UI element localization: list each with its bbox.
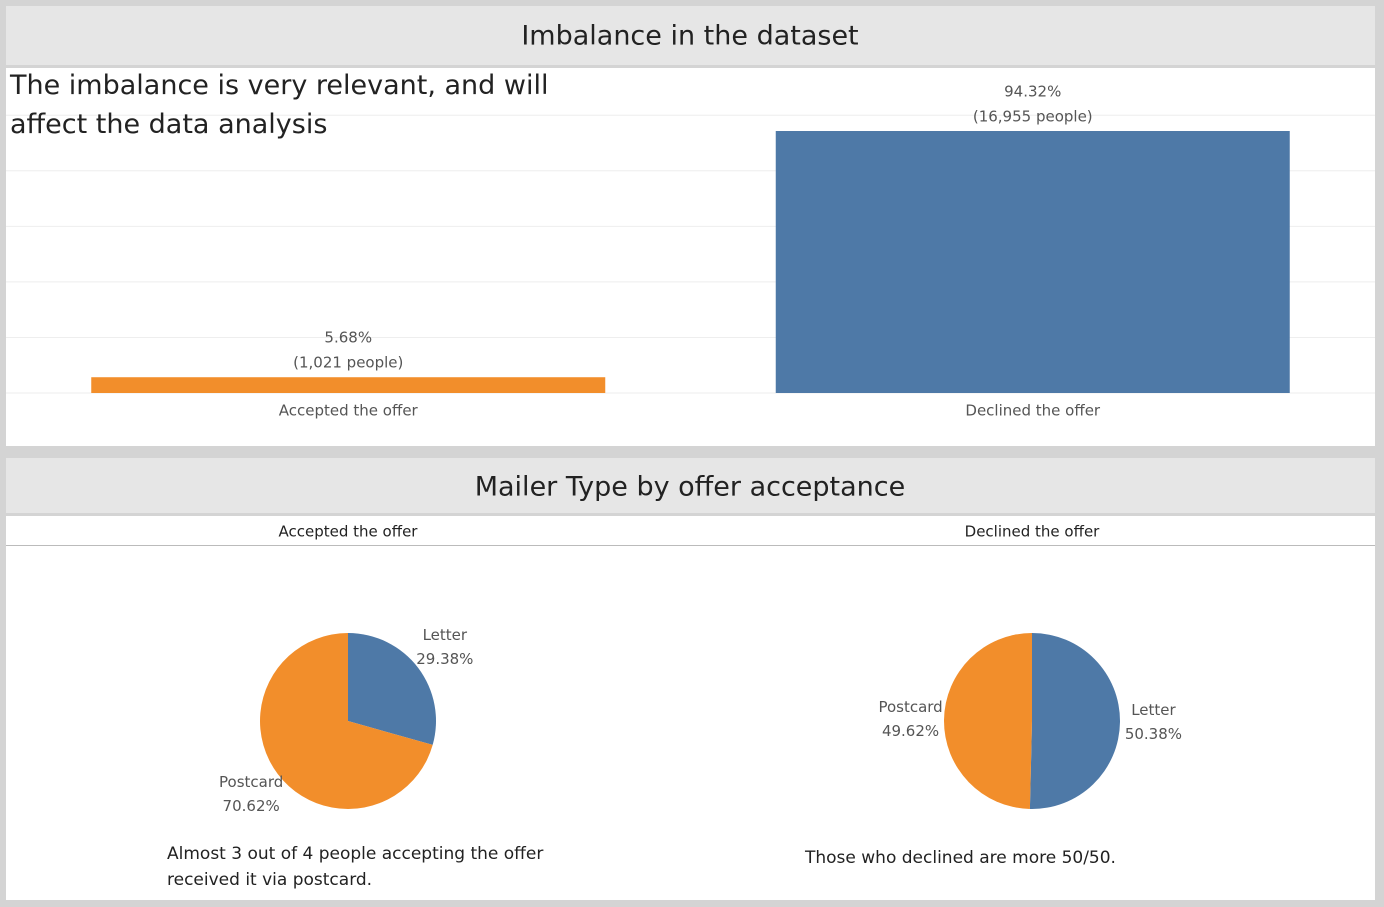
slice-value: 50.38% [1125,725,1182,743]
x-tick-label: Declined the offer [965,402,1101,420]
value-label: 5.68% [324,329,372,347]
slice-value: 29.38% [416,650,473,668]
pie-slice [1029,633,1121,809]
bar [91,377,606,393]
annotation: Almost 3 out of 4 people accepting the o… [167,844,544,890]
subtitle: Accepted the offer [279,523,419,541]
title-band [6,6,1375,65]
annotation: Those who declined are more 50/50. [805,848,1116,868]
slice-label: Postcard [878,698,942,716]
pie-slice [348,633,436,745]
pie-slice [260,633,433,809]
bar [775,131,1290,393]
value-label: 94.32% [1004,83,1061,101]
slice-value: 49.62% [882,722,939,740]
count-label: (1,021 people) [293,354,403,372]
slice-label: Letter [1131,701,1176,719]
slice-label: Letter [423,626,468,644]
panel [6,516,1375,900]
chart-title: Imbalance in the dataset [521,21,858,52]
pie-slice [944,633,1032,809]
title-band [6,458,1375,513]
slice-value: 70.62% [223,797,280,815]
annotation: The imbalance is very relevant, and will… [10,70,549,140]
subtitle: Declined the offer [965,523,1101,541]
slice-label: Postcard [219,773,283,791]
chart-title: Mailer Type by offer acceptance [475,472,906,503]
count-label: (16,955 people) [973,108,1093,126]
x-tick-label: Accepted the offer [279,402,419,420]
